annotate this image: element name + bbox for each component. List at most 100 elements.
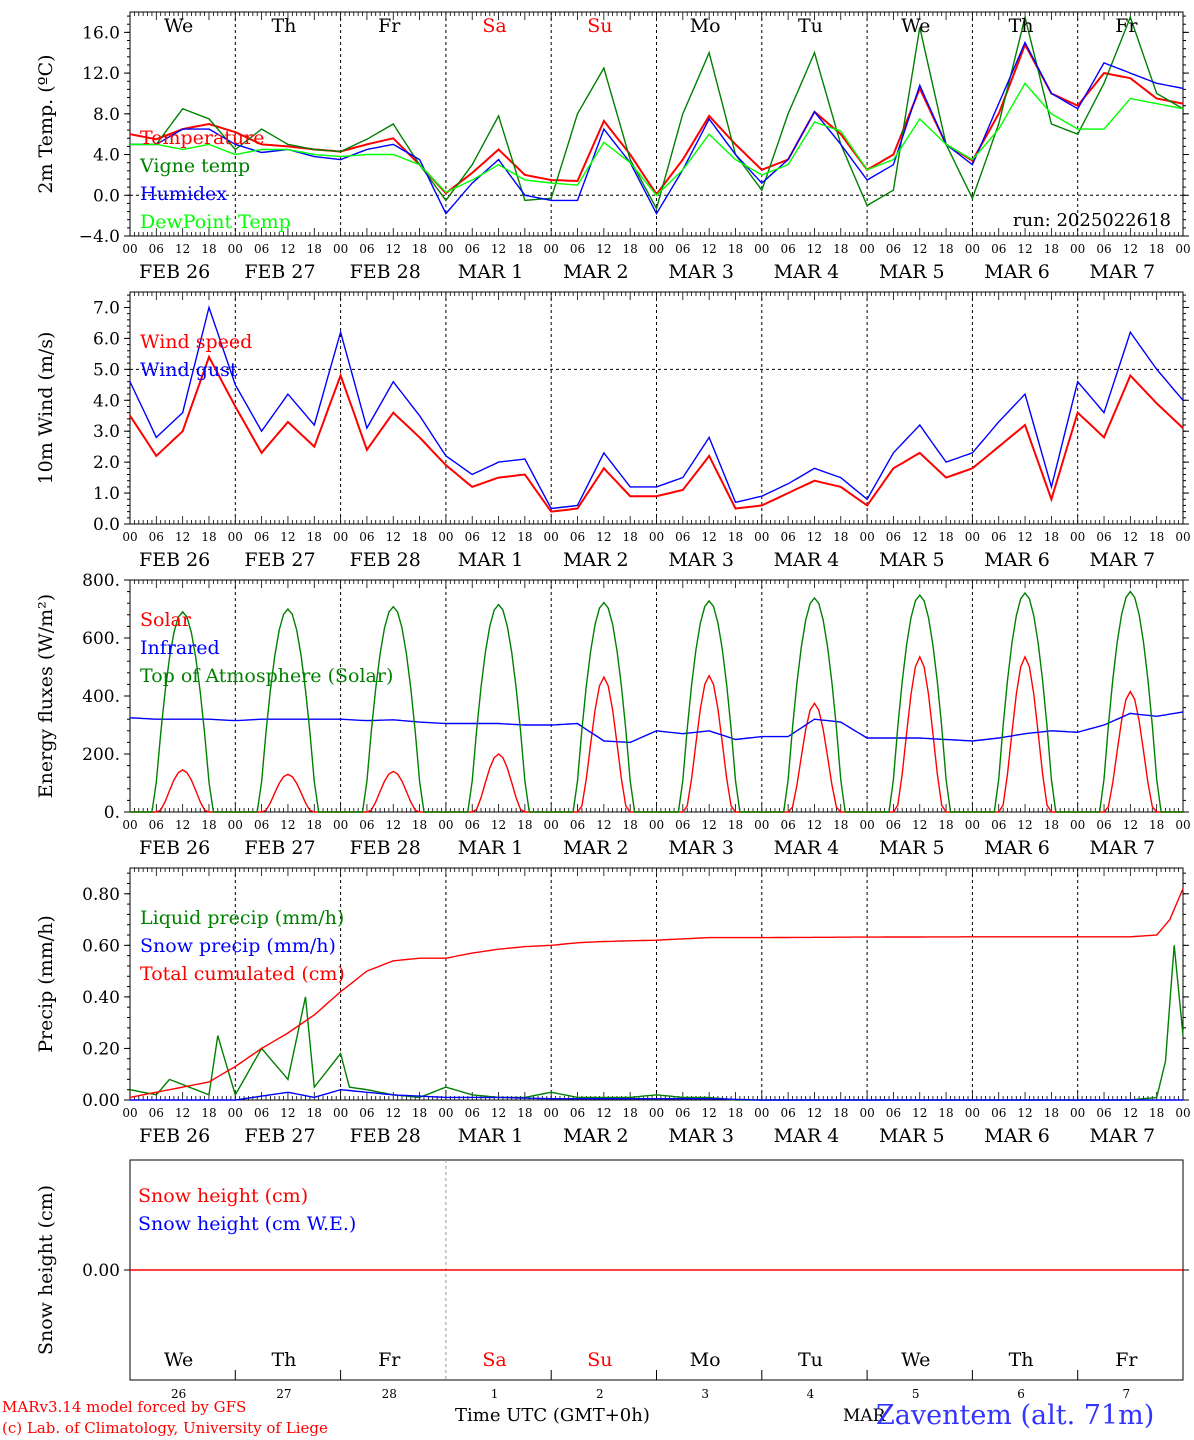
hour-label: 12 — [807, 818, 822, 832]
station-label: Zaventem (alt. 71m) — [876, 1400, 1155, 1431]
date-label: MAR 4 — [774, 261, 840, 283]
y-tick-label: 200. — [82, 745, 120, 765]
hour-label: 00 — [965, 1106, 980, 1120]
hour-label: 18 — [517, 242, 532, 256]
hour-label: 18 — [1044, 242, 1059, 256]
legend-entry: Temperature — [140, 127, 264, 149]
date-label: MAR 7 — [1090, 549, 1156, 571]
hour-label: 18 — [1149, 818, 1164, 832]
y-tick-label: 400. — [82, 687, 120, 707]
legend-entry: Top of Atmosphere (Solar) — [140, 665, 393, 687]
hour-label: 06 — [1096, 1106, 1111, 1120]
y-tick-label: 0.40 — [82, 988, 120, 1008]
y-tick-label: 1.0 — [93, 484, 120, 504]
y-tick-label: 16.0 — [82, 23, 120, 43]
legend-entry: Wind gust — [140, 359, 238, 381]
hour-label: 12 — [175, 530, 190, 544]
y-tick-label: 0.00 — [82, 1091, 120, 1111]
hour-label: 18 — [517, 530, 532, 544]
hour-label: 00 — [228, 1106, 243, 1120]
hour-label: 00 — [1175, 818, 1190, 832]
hour-label: 06 — [991, 242, 1006, 256]
hour-label: 00 — [754, 242, 769, 256]
hour-label: 00 — [859, 818, 874, 832]
date-label: MAR 1 — [458, 549, 524, 571]
hour-label: 18 — [307, 242, 322, 256]
hour-label: 12 — [912, 530, 927, 544]
hour-label: 00 — [859, 1106, 874, 1120]
hour-label: 12 — [491, 242, 506, 256]
day-name: Su — [587, 15, 612, 37]
y-tick-label: 800. — [82, 571, 120, 591]
hour-label: 18 — [1149, 530, 1164, 544]
hour-label: 12 — [702, 242, 717, 256]
series-line-green — [130, 15, 1184, 211]
hour-label: 12 — [491, 1106, 506, 1120]
lab-credit: (c) Lab. of Climatology, University of L… — [2, 1419, 328, 1437]
legend-entry: Snow height (cm W.E.) — [138, 1213, 356, 1235]
day-name: Fr — [378, 1349, 401, 1371]
y-tick-label: 0.00 — [82, 1261, 120, 1281]
hour-label: 06 — [149, 242, 164, 256]
date-label: MAR 2 — [563, 261, 629, 283]
date-label: MAR 6 — [984, 261, 1050, 283]
date-label: MAR 3 — [668, 1125, 734, 1147]
panel-1: 00 06 12 18 00 06 12 18 00 06 12 18 00 06 12 18 00 06 12 18… — [35, 291, 1191, 571]
hour-label: 00 — [754, 1106, 769, 1120]
hour-label: 06 — [1096, 530, 1111, 544]
hour-label: 06 — [570, 818, 585, 832]
hour-label: 12 — [807, 1106, 822, 1120]
day-name: Fr — [378, 15, 401, 37]
date-label: MAR 2 — [563, 1125, 629, 1147]
hour-label: 12 — [596, 530, 611, 544]
hour-label: 12 — [386, 530, 401, 544]
hour-label: 12 — [175, 818, 190, 832]
hour-label: 06 — [780, 530, 795, 544]
hour-label: 00 — [122, 818, 137, 832]
hour-label: 00 — [965, 530, 980, 544]
hour-label: 06 — [359, 818, 374, 832]
date-label: MAR 7 — [1090, 1125, 1156, 1147]
hour-label: 12 — [280, 1106, 295, 1120]
hour-label: 12 — [1017, 818, 1032, 832]
legend-entry: Infrared — [140, 637, 220, 659]
time-axis-label: Time UTC (GMT+0h) — [455, 1405, 650, 1426]
legend-entry: Wind speed — [140, 331, 252, 353]
hour-label: 18 — [938, 242, 953, 256]
hour-label: 12 — [280, 242, 295, 256]
date-label: FEB 27 — [244, 261, 315, 283]
date-label: FEB 26 — [139, 837, 210, 859]
hour-label: 12 — [1123, 242, 1138, 256]
hour-label: 06 — [465, 1106, 480, 1120]
hour-label: 06 — [780, 818, 795, 832]
hour-label: 00 — [122, 1106, 137, 1120]
hour-label: 12 — [386, 818, 401, 832]
day-name: Th — [1009, 1349, 1034, 1371]
series-line-blue — [130, 1088, 1183, 1101]
date-label: MAR 6 — [984, 837, 1050, 859]
date-label: MAR 4 — [774, 1125, 840, 1147]
hour-label: 00 — [438, 530, 453, 544]
y-tick-label: 12.0 — [82, 64, 120, 84]
hour-label: 06 — [570, 530, 585, 544]
hour-label: 00 — [1175, 242, 1190, 256]
hour-label: 06 — [254, 530, 269, 544]
hour-label: 12 — [491, 818, 506, 832]
hour-label: 12 — [807, 530, 822, 544]
y-axis-label: 10m Wind (m/s) — [35, 332, 57, 485]
hour-label: 18 — [623, 242, 638, 256]
date-label: MAR 3 — [668, 261, 734, 283]
day-number: 7 — [1123, 1387, 1131, 1401]
hour-label: 06 — [359, 1106, 374, 1120]
hour-label: 00 — [228, 818, 243, 832]
hour-label: 00 — [859, 530, 874, 544]
hour-label: 06 — [149, 1106, 164, 1120]
hour-label: 12 — [1123, 818, 1138, 832]
hour-label: 12 — [386, 242, 401, 256]
y-tick-label: 2.0 — [93, 453, 120, 473]
day-name: Th — [271, 1349, 296, 1371]
date-label: FEB 27 — [244, 549, 315, 571]
date-label: MAR 5 — [879, 261, 945, 283]
series-line-green — [130, 590, 1183, 813]
